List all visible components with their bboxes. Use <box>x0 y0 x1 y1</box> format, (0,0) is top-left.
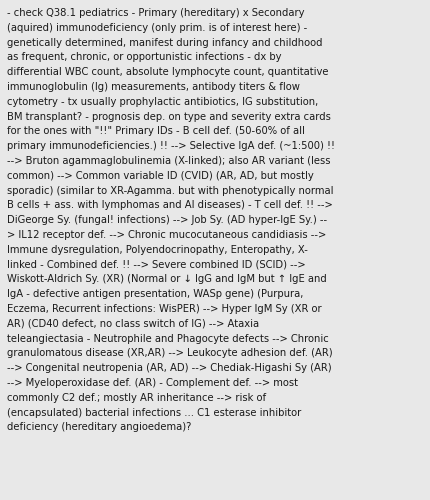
Text: as frequent, chronic, or opportunistic infections - dx by: as frequent, chronic, or opportunistic i… <box>7 52 282 62</box>
Text: IgA - defective antigen presentation, WASp gene) (Purpura,: IgA - defective antigen presentation, WA… <box>7 289 304 299</box>
Text: BM transplant? - prognosis dep. on type and severity extra cards: BM transplant? - prognosis dep. on type … <box>7 112 331 122</box>
Text: teleangiectasia - Neutrophile and Phagocyte defects --> Chronic: teleangiectasia - Neutrophile and Phagoc… <box>7 334 329 344</box>
Text: DiGeorge Sy. (fungal! infections) --> Job Sy. (AD hyper-IgE Sy.) --: DiGeorge Sy. (fungal! infections) --> Jo… <box>7 215 327 225</box>
Text: granulomatous disease (XR,AR) --> Leukocyte adhesion def. (AR): granulomatous disease (XR,AR) --> Leukoc… <box>7 348 333 358</box>
Text: linked - Combined def. !! --> Severe combined ID (SCID) -->: linked - Combined def. !! --> Severe com… <box>7 260 306 270</box>
Text: sporadic) (similar to XR-Agamma. but with phenotypically normal: sporadic) (similar to XR-Agamma. but wit… <box>7 186 334 196</box>
Text: genetically determined, manifest during infancy and childhood: genetically determined, manifest during … <box>7 38 322 48</box>
Text: Eczema, Recurrent infections: WisPER) --> Hyper IgM Sy (XR or: Eczema, Recurrent infections: WisPER) --… <box>7 304 322 314</box>
Text: common) --> Common variable ID (CVID) (AR, AD, but mostly: common) --> Common variable ID (CVID) (A… <box>7 171 314 181</box>
Text: - check Q38.1 pediatrics - Primary (hereditary) x Secondary: - check Q38.1 pediatrics - Primary (here… <box>7 8 304 18</box>
Text: cytometry - tx usually prophylactic antibiotics, IG substitution,: cytometry - tx usually prophylactic anti… <box>7 97 318 107</box>
Text: commonly C2 def.; mostly AR inheritance --> risk of: commonly C2 def.; mostly AR inheritance … <box>7 393 266 403</box>
Text: --> Myeloperoxidase def. (AR) - Complement def. --> most: --> Myeloperoxidase def. (AR) - Compleme… <box>7 378 298 388</box>
Text: (aquired) immunodeficiency (only prim. is of interest here) -: (aquired) immunodeficiency (only prim. i… <box>7 23 307 33</box>
Text: --> Bruton agammaglobulinemia (X-linked); also AR variant (less: --> Bruton agammaglobulinemia (X-linked)… <box>7 156 331 166</box>
Text: for the ones with "!!" Primary IDs - B cell def. (50-60% of all: for the ones with "!!" Primary IDs - B c… <box>7 126 305 136</box>
Text: B cells + ass. with lymphomas and AI diseases) - T cell def. !! -->: B cells + ass. with lymphomas and AI dis… <box>7 200 333 210</box>
Text: Wiskott-Aldrich Sy. (XR) (Normal or ↓ IgG and IgM but ↑ IgE and: Wiskott-Aldrich Sy. (XR) (Normal or ↓ Ig… <box>7 274 327 284</box>
Text: (encapsulated) bacterial infections ... C1 esterase inhibitor: (encapsulated) bacterial infections ... … <box>7 408 301 418</box>
Text: AR) (CD40 defect, no class switch of IG) --> Ataxia: AR) (CD40 defect, no class switch of IG)… <box>7 319 259 329</box>
Text: primary immunodeficiencies.) !! --> Selective IgA def. (~1:500) !!: primary immunodeficiencies.) !! --> Sele… <box>7 141 335 151</box>
Text: Immune dysregulation, Polyendocrinopathy, Enteropathy, X-: Immune dysregulation, Polyendocrinopathy… <box>7 245 308 255</box>
Text: differential WBC count, absolute lymphocyte count, quantitative: differential WBC count, absolute lymphoc… <box>7 67 329 77</box>
Text: > IL12 receptor def. --> Chronic mucocutaneous candidiasis -->: > IL12 receptor def. --> Chronic mucocut… <box>7 230 326 240</box>
Text: --> Congenital neutropenia (AR, AD) --> Chediak-Higashi Sy (AR): --> Congenital neutropenia (AR, AD) --> … <box>7 363 332 373</box>
Text: immunoglobulin (Ig) measurements, antibody titers & flow: immunoglobulin (Ig) measurements, antibo… <box>7 82 300 92</box>
Text: deficiency (hereditary angioedema)?: deficiency (hereditary angioedema)? <box>7 422 191 432</box>
